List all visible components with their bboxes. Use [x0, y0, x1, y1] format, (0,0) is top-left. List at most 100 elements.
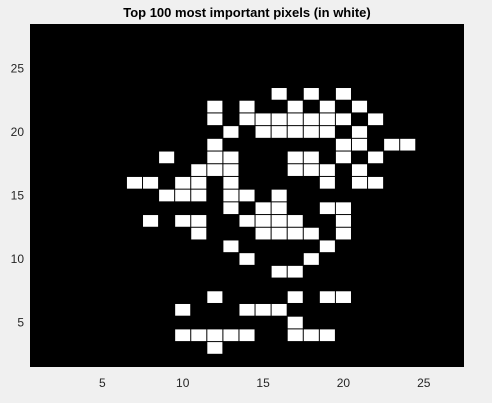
important-pixel	[384, 138, 400, 151]
important-pixel	[335, 202, 351, 215]
important-pixel	[335, 291, 351, 303]
important-pixel	[271, 126, 287, 138]
important-pixel	[303, 88, 319, 100]
important-pixel	[368, 113, 384, 126]
important-pixel	[351, 138, 368, 151]
important-pixel	[287, 126, 303, 138]
important-pixel	[287, 100, 303, 113]
important-pixel	[175, 215, 191, 227]
important-pixel	[335, 88, 351, 100]
y-tick-label: 20	[11, 125, 25, 139]
important-pixel	[319, 202, 335, 215]
important-pixel	[159, 189, 175, 202]
important-pixel	[368, 176, 384, 189]
important-pixel	[303, 126, 319, 138]
important-pixel	[191, 164, 207, 176]
important-pixel	[207, 138, 223, 151]
important-pixel	[319, 176, 335, 189]
important-pixel	[239, 100, 255, 113]
x-tick-label: 5	[99, 376, 106, 390]
important-pixel	[239, 303, 255, 316]
important-pixel	[351, 100, 368, 113]
important-pixel	[223, 176, 239, 189]
important-pixel	[239, 253, 255, 265]
important-pixel	[287, 329, 303, 342]
important-pixel	[255, 113, 271, 126]
important-pixel	[351, 126, 368, 138]
important-pixel	[175, 303, 191, 316]
important-pixel	[303, 329, 319, 342]
important-pixel	[271, 265, 287, 278]
important-pixel	[255, 215, 271, 227]
important-pixel	[207, 164, 223, 176]
important-pixel	[255, 303, 271, 316]
important-pixel	[303, 253, 319, 265]
important-pixel	[335, 215, 351, 227]
important-pixel	[223, 240, 239, 253]
y-tick-label: 15	[11, 189, 25, 203]
important-pixel	[287, 227, 303, 240]
x-tick-label: 10	[176, 376, 190, 390]
important-pixel	[207, 113, 223, 126]
important-pixel	[335, 113, 351, 126]
important-pixel	[319, 100, 335, 113]
important-pixel	[223, 202, 239, 215]
important-pixel	[223, 164, 239, 176]
important-pixel	[271, 113, 287, 126]
important-pixel	[191, 189, 207, 202]
important-pixel	[126, 176, 143, 189]
important-pixel	[143, 215, 159, 227]
important-pixel	[271, 189, 287, 202]
important-pixel	[223, 329, 239, 342]
important-pixel	[255, 126, 271, 138]
y-tick-label: 5	[17, 316, 24, 330]
important-pixel	[319, 291, 335, 303]
important-pixel	[175, 329, 191, 342]
important-pixel	[319, 329, 335, 342]
important-pixel	[287, 164, 303, 176]
important-pixel	[239, 189, 255, 202]
important-pixel	[191, 215, 207, 227]
important-pixel	[319, 113, 335, 126]
x-tick-label: 20	[337, 376, 351, 390]
important-pixel	[239, 113, 255, 126]
important-pixel	[368, 151, 384, 164]
important-pixel	[351, 164, 368, 176]
important-pixel	[175, 176, 191, 189]
x-tick-label: 25	[417, 376, 431, 390]
important-pixel	[191, 329, 207, 342]
important-pixel	[271, 215, 287, 227]
important-pixel	[191, 176, 207, 189]
important-pixel	[287, 265, 303, 278]
important-pixel	[335, 151, 351, 164]
important-pixel	[319, 164, 335, 176]
important-pixel	[287, 151, 303, 164]
important-pixel	[207, 329, 223, 342]
important-pixel	[159, 151, 175, 164]
important-pixel	[207, 342, 223, 354]
important-pixel	[271, 227, 287, 240]
important-pixel	[223, 126, 239, 138]
y-tick-label: 10	[11, 252, 25, 266]
important-pixel	[239, 329, 255, 342]
important-pixel	[303, 227, 319, 240]
important-pixel	[271, 202, 287, 215]
important-pixel	[207, 100, 223, 113]
important-pixel	[287, 316, 303, 329]
important-pixel	[303, 113, 319, 126]
important-pixel	[319, 126, 335, 138]
important-pixel	[351, 176, 368, 189]
important-pixel	[143, 176, 159, 189]
chart-title: Top 100 most important pixels (in white)	[123, 5, 371, 20]
important-pixel	[239, 215, 255, 227]
important-pixel	[303, 164, 319, 176]
y-tick-label: 25	[11, 61, 25, 75]
important-pixel	[335, 138, 351, 151]
important-pixel	[255, 202, 271, 215]
important-pixel	[223, 189, 239, 202]
important-pixel	[287, 113, 303, 126]
important-pixel	[191, 227, 207, 240]
important-pixel	[223, 151, 239, 164]
